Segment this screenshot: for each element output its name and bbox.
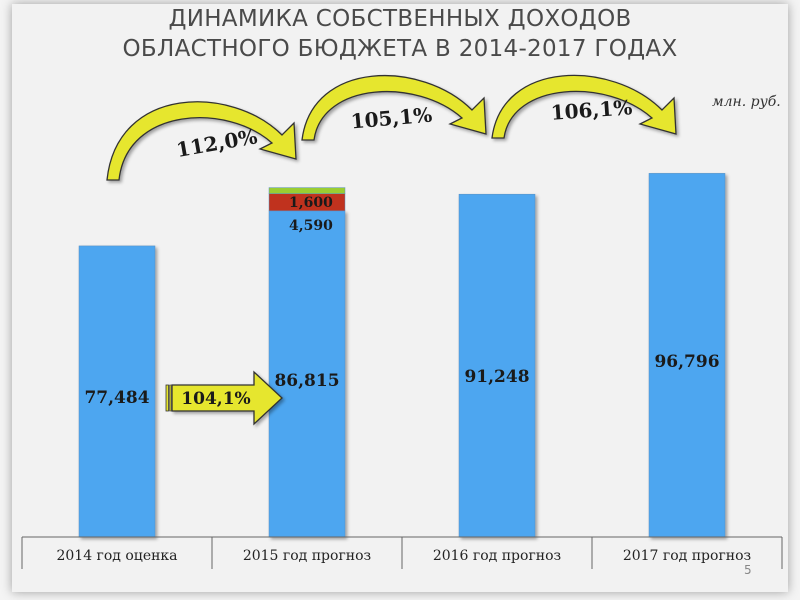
block-arrow-stripe bbox=[165, 384, 169, 412]
page-number: 5 bbox=[744, 563, 752, 577]
bar-value-label: 86,815 bbox=[274, 371, 339, 391]
x-tick-label: 2014 год оценка bbox=[56, 548, 177, 564]
segment-value-label: 1,600 bbox=[289, 195, 333, 211]
x-tick-label: 2015 год прогноз bbox=[243, 548, 371, 564]
bar-value-label: 77,484 bbox=[84, 388, 149, 408]
growth-percent-label: 106,1% bbox=[550, 95, 633, 125]
bar-4-series-1 bbox=[648, 173, 726, 538]
bar-1-series-1 bbox=[78, 245, 156, 538]
bar-3-series-1 bbox=[458, 193, 536, 538]
segment-value-label: 4,590 bbox=[289, 218, 333, 234]
bar-value-label: 96,796 bbox=[654, 352, 719, 372]
bar-value-label: 91,248 bbox=[464, 367, 529, 387]
growth-percent-label: 105,1% bbox=[350, 103, 433, 134]
block-arrow-stripe bbox=[169, 384, 172, 412]
growth-percent-label: 104,1% bbox=[181, 389, 250, 409]
bar-2-series-3 bbox=[268, 187, 346, 194]
x-tick-label: 2017 год прогноз bbox=[623, 548, 751, 564]
unit-label: млн. руб. bbox=[712, 94, 781, 110]
growth-percent-label: 112,0% bbox=[175, 124, 260, 162]
growth-block-arrow bbox=[171, 370, 283, 426]
bar-2-series-1 bbox=[268, 210, 346, 538]
growth-curve-arrow bbox=[301, 75, 487, 141]
slide-title-line-1: ДИНАМИКА СОБСТВЕННЫХ ДОХОДОВ bbox=[168, 6, 632, 32]
growth-curve-arrow bbox=[106, 101, 297, 181]
growth-curve-arrow bbox=[491, 74, 677, 139]
slide-title-line-2: ОБЛАСТНОГО БЮДЖЕТА В 2014-2017 ГОДАХ bbox=[122, 36, 678, 62]
x-tick-label: 2016 год прогноз bbox=[433, 548, 561, 564]
